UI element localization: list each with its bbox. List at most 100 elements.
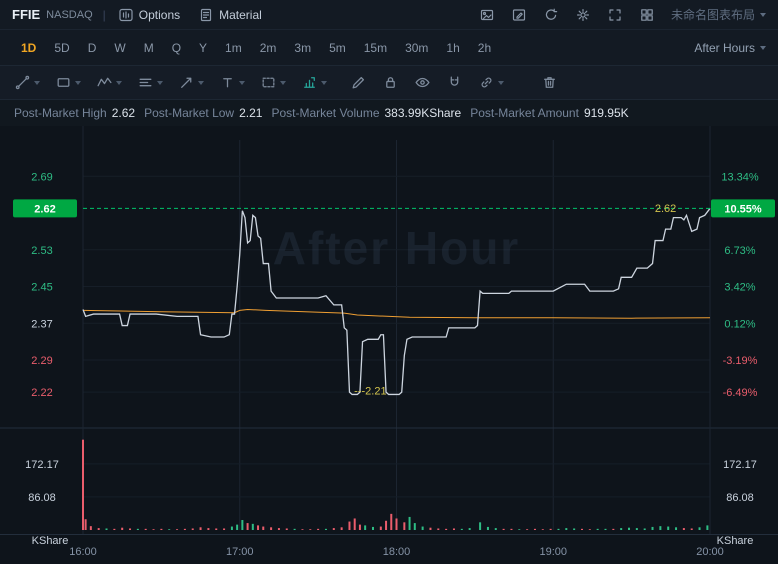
session-selector-label: After Hours	[694, 40, 755, 55]
post-market-volume-value: 383.99KShare	[384, 106, 462, 120]
svg-text:2.45: 2.45	[31, 282, 52, 294]
post-market-high: Post-Market High 2.62	[14, 106, 135, 120]
chevron-down-icon	[760, 45, 766, 50]
dashed-region-icon	[262, 77, 275, 88]
svg-text:16:00: 16:00	[69, 546, 97, 558]
timeframe-5d[interactable]: 5D	[54, 40, 70, 55]
svg-text:KShare: KShare	[717, 535, 754, 547]
gear-icon	[576, 8, 589, 21]
timeframe-30m[interactable]: 30m	[405, 40, 429, 55]
svg-text:6.73%: 6.73%	[724, 245, 755, 257]
post-market-info-bar: Post-Market High 2.62 Post-Market Low 2.…	[0, 100, 778, 126]
timeframe-d[interactable]: D	[87, 40, 97, 55]
trend-line-tool[interactable]	[14, 74, 40, 91]
svg-text:---2.21: ---2.21	[354, 386, 386, 398]
brush-icon	[352, 76, 365, 89]
layout-grid-icon	[641, 8, 653, 21]
lines-tool[interactable]	[137, 74, 163, 91]
tab-material[interactable]: Material	[198, 7, 262, 23]
chart-layout-select[interactable]: 未命名图表布局	[671, 6, 766, 23]
link-tool[interactable]	[478, 74, 504, 91]
timeframe-1d[interactable]: 1D	[21, 40, 37, 55]
text-tool[interactable]	[219, 74, 245, 91]
layout-grid-button[interactable]	[639, 7, 655, 23]
post-market-amount-value: 919.95K	[583, 106, 629, 120]
svg-text:KShare: KShare	[32, 535, 69, 547]
timeframe-1h[interactable]: 1h	[446, 40, 460, 55]
svg-text:0.12%: 0.12%	[724, 318, 755, 330]
price-volume-chart[interactable]: After Hour ---2.21 2.62 2.69 13.34% 2.62 10.55…	[0, 126, 778, 564]
snapshot-button[interactable]	[479, 7, 495, 23]
svg-text:2.62: 2.62	[655, 203, 676, 215]
lock-tool[interactable]	[382, 74, 399, 91]
chevron-down-icon	[321, 80, 327, 85]
svg-text:86.08: 86.08	[28, 492, 56, 504]
exchange: NASDAQ	[46, 8, 93, 21]
svg-text:172.17: 172.17	[723, 459, 757, 471]
lock-icon	[386, 77, 395, 88]
svg-text:10.55%: 10.55%	[724, 203, 762, 215]
chevron-down-icon	[498, 80, 504, 85]
text-icon	[223, 78, 232, 88]
svg-text:3.42%: 3.42%	[724, 282, 755, 294]
brush-tool[interactable]	[350, 74, 367, 91]
post-market-amount-label: Post-Market Amount	[470, 106, 579, 120]
timeframe-1m[interactable]: 1m	[225, 40, 242, 55]
chevron-down-icon	[75, 80, 81, 85]
tab-options[interactable]: Options	[118, 7, 180, 23]
magnet-tool[interactable]	[446, 74, 463, 91]
post-market-low: Post-Market Low 2.21	[144, 106, 262, 120]
timeframe-2m[interactable]: 2m	[259, 40, 277, 55]
svg-text:2.53: 2.53	[31, 245, 52, 257]
chevron-down-icon	[198, 80, 204, 85]
lines-icon	[139, 78, 152, 87]
svg-text:2.22: 2.22	[31, 387, 52, 399]
fullscreen-button[interactable]	[607, 7, 623, 23]
delete-tool[interactable]	[541, 74, 558, 91]
refresh-button[interactable]	[543, 7, 559, 23]
timeframe-2h[interactable]: 2h	[477, 40, 492, 55]
svg-text:86.08: 86.08	[726, 492, 754, 504]
timeframe-15m[interactable]: 15m	[363, 40, 388, 55]
chevron-down-icon	[34, 80, 40, 85]
svg-text:20:00: 20:00	[696, 546, 724, 558]
trash-icon	[544, 77, 555, 88]
svg-text:18:00: 18:00	[383, 546, 411, 558]
edit-button[interactable]	[511, 7, 527, 23]
symbol[interactable]: FFIE	[12, 7, 41, 22]
session-selector[interactable]: After Hours	[694, 41, 766, 55]
shape-icon	[57, 78, 70, 87]
svg-text:2.37: 2.37	[31, 318, 52, 330]
svg-text:172.17: 172.17	[25, 459, 59, 471]
timeframe-q[interactable]: Q	[171, 40, 182, 55]
post-market-high-value: 2.62	[111, 106, 136, 120]
chevron-down-icon	[116, 80, 122, 85]
wave-tool[interactable]	[96, 74, 122, 91]
chevron-down-icon	[239, 80, 245, 85]
timeframe-bar: 1D 5D D W M Q Y 1m 2m 3m 5m 15m 30m 1h 2…	[0, 30, 778, 66]
chart-area: After Hour ---2.21 2.62 2.69 13.34% 2.62 10.55…	[0, 126, 778, 564]
position-tool[interactable]	[301, 74, 327, 91]
tab-options-label: Options	[138, 7, 181, 22]
chevron-down-icon	[157, 80, 163, 85]
fullscreen-icon	[609, 8, 621, 21]
ray-arrow-icon	[181, 77, 192, 88]
visibility-tool[interactable]	[414, 74, 431, 91]
header: FFIE NASDAQ | Options Material	[0, 0, 778, 30]
settings-button[interactable]	[575, 7, 591, 23]
shape-tool[interactable]	[55, 74, 81, 91]
ray-tool[interactable]	[178, 74, 204, 91]
timeframe-3m[interactable]: 3m	[294, 40, 312, 55]
material-icon	[201, 8, 212, 21]
svg-text:-3.19%: -3.19%	[723, 355, 758, 367]
timeframe-m[interactable]: M	[143, 40, 154, 55]
post-market-volume: Post-Market Volume 383.99KShare	[271, 106, 461, 120]
timeframe-w[interactable]: W	[114, 40, 126, 55]
chevron-down-icon	[280, 80, 286, 85]
post-market-amount: Post-Market Amount 919.95K	[470, 106, 628, 120]
region-tool[interactable]	[260, 74, 286, 91]
timeframe-5m[interactable]: 5m	[329, 40, 346, 55]
position-chart-icon	[304, 77, 315, 88]
post-market-low-value: 2.21	[239, 106, 263, 120]
timeframe-y[interactable]: Y	[199, 40, 208, 55]
